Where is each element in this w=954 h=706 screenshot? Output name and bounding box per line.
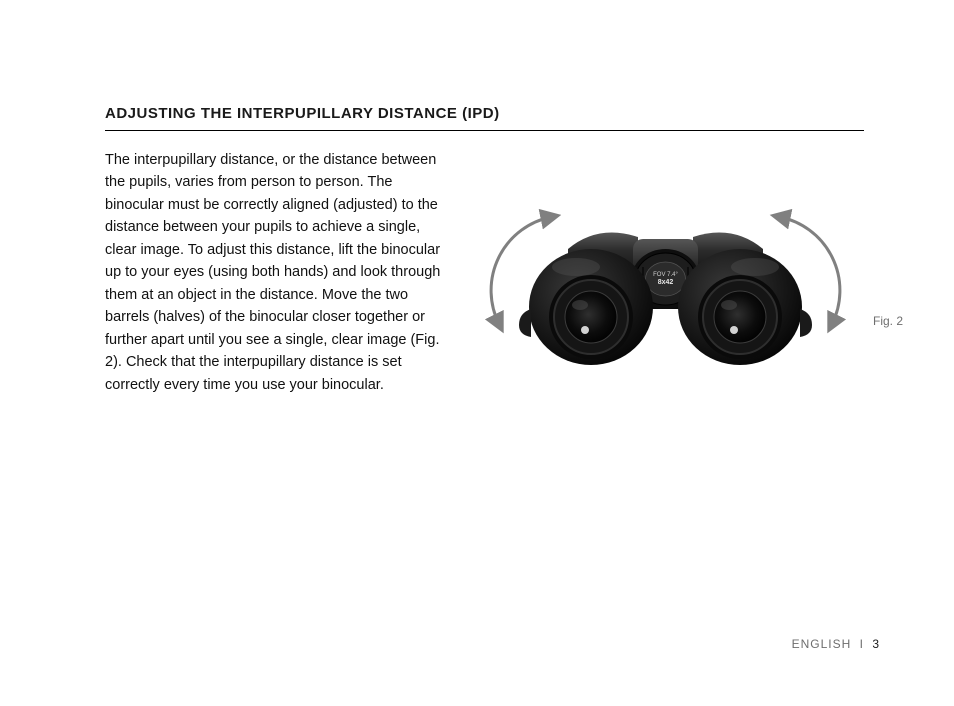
spec-line1: FOV 7.4° <box>653 272 678 278</box>
footer-language: ENGLISH <box>792 637 852 651</box>
figure-ipd: FOV 7.4° 8x42 <box>473 189 858 404</box>
binocular-illustration: FOV 7.4° 8x42 <box>473 189 858 404</box>
content-row: The interpupillary distance, or the dist… <box>105 149 864 404</box>
document-page: ADJUSTING THE INTERPUPILLARY DISTANCE (I… <box>0 0 954 706</box>
figure-label: Fig. 2 <box>873 314 903 328</box>
section-heading: ADJUSTING THE INTERPUPILLARY DISTANCE (I… <box>105 105 864 131</box>
footer-separator: I <box>860 637 864 651</box>
footer-page-number: 3 <box>872 637 879 651</box>
page-footer: ENGLISH I 3 <box>792 637 879 651</box>
body-paragraph: The interpupillary distance, or the dist… <box>105 149 445 396</box>
spec-line2: 8x42 <box>658 279 674 286</box>
